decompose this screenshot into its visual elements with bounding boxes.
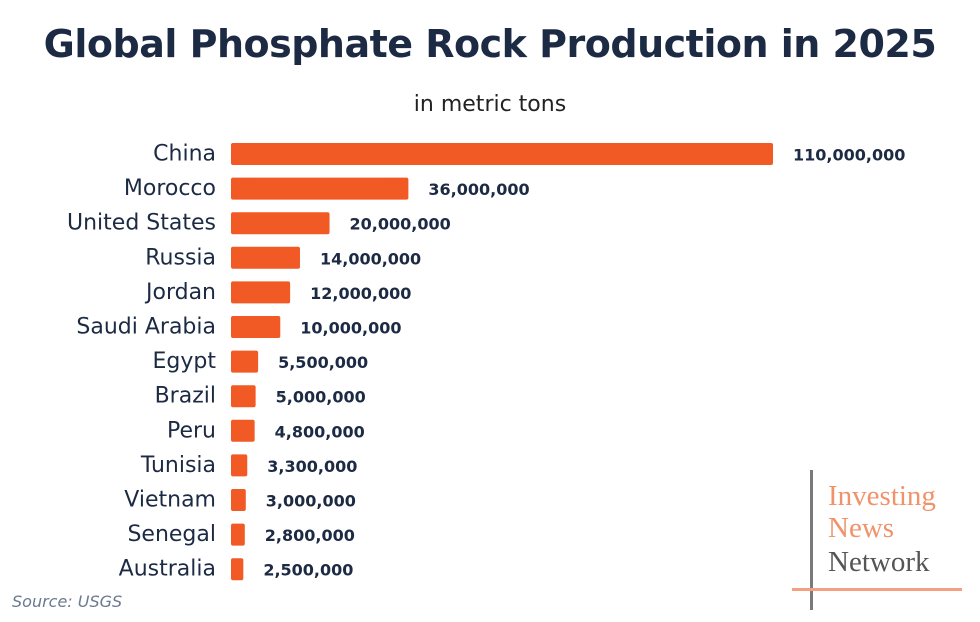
- category-label: Australia: [119, 557, 216, 582]
- bar: [231, 419, 255, 442]
- bar: [231, 316, 281, 338]
- bar: [231, 246, 300, 269]
- bar: [231, 489, 246, 511]
- logo-horizontal-rule: [792, 588, 962, 591]
- bar: [231, 350, 259, 373]
- bar: [231, 558, 244, 581]
- logo-word-network: Network: [828, 546, 930, 578]
- bar: [231, 143, 773, 165]
- data-label: 2,800,000: [265, 526, 355, 545]
- logo-word-investing: Investing: [828, 480, 936, 512]
- data-label: 5,000,000: [276, 388, 366, 407]
- source-note: Source: USGS: [12, 592, 123, 611]
- bar: [231, 281, 291, 304]
- category-label: Brazil: [155, 384, 216, 409]
- category-label: Vietnam: [124, 488, 216, 513]
- category-label: Jordan: [144, 280, 216, 305]
- data-label: 14,000,000: [320, 249, 421, 268]
- investing-news-network-logo: Investing News Network: [792, 470, 962, 610]
- bar: [231, 212, 330, 235]
- data-label: 3,300,000: [267, 457, 357, 476]
- bar: [231, 385, 256, 408]
- logo-vertical-rule: [810, 470, 813, 610]
- data-label: 4,800,000: [275, 422, 365, 441]
- category-label: Russia: [145, 245, 216, 270]
- data-label: 3,000,000: [266, 492, 356, 511]
- data-label: 5,500,000: [278, 353, 368, 372]
- category-label: Saudi Arabia: [76, 315, 216, 340]
- bar: [231, 177, 409, 200]
- bar: [231, 454, 248, 477]
- category-label: China: [153, 142, 216, 167]
- data-label: 110,000,000: [793, 146, 905, 165]
- bar: [231, 523, 245, 546]
- data-label: 20,000,000: [350, 215, 451, 234]
- chart-title: Global Phosphate Rock Production in 2025: [43, 22, 937, 66]
- category-label: Peru: [167, 418, 216, 443]
- chart-subtitle: in metric tons: [413, 92, 567, 117]
- logo-word-news: News: [828, 512, 895, 544]
- data-label: 10,000,000: [300, 319, 401, 338]
- data-label: 12,000,000: [310, 284, 411, 303]
- category-label: Senegal: [127, 522, 216, 547]
- category-label: Morocco: [124, 176, 216, 201]
- data-label: 2,500,000: [263, 561, 353, 580]
- category-label: Tunisia: [140, 453, 216, 478]
- category-label: Egypt: [153, 349, 217, 374]
- category-label: United States: [67, 211, 216, 236]
- data-label: 36,000,000: [428, 180, 529, 199]
